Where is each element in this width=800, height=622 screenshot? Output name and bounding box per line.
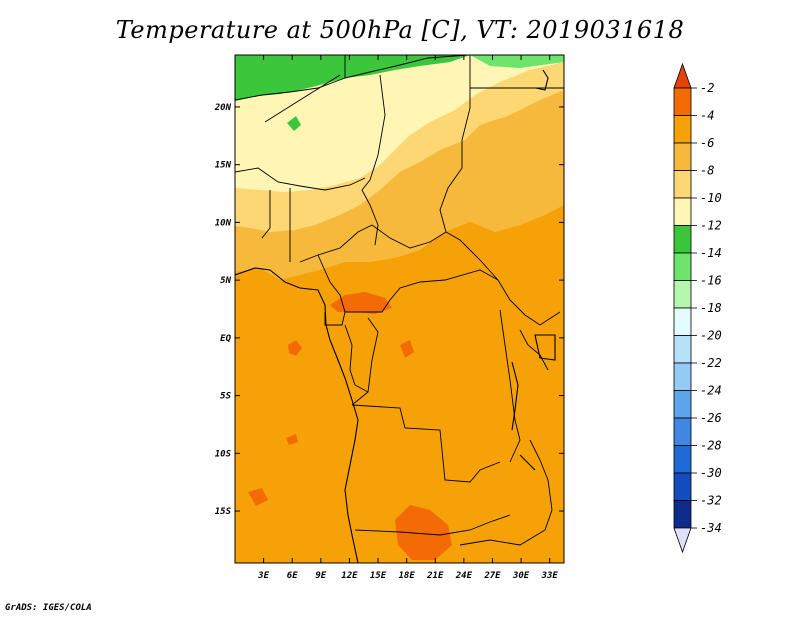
lon-tick-label: 18E bbox=[399, 571, 416, 581]
colorbar-swatch bbox=[673, 252, 692, 281]
colorbar-label: -30 bbox=[700, 466, 722, 480]
colorbar-label: -18 bbox=[700, 301, 722, 315]
longitude-axis: 3E 6E 9E 12E 15E 18E 21E 24E 27E 30E 33E bbox=[257, 55, 558, 581]
field-patch-central bbox=[330, 292, 392, 314]
colorbar-label: -26 bbox=[700, 411, 722, 425]
colorbar-swatch bbox=[673, 142, 692, 171]
border-mali-burkina bbox=[235, 167, 366, 191]
colorbar-label: -22 bbox=[700, 356, 722, 370]
border-angola-drc-zambia bbox=[351, 404, 501, 483]
colorbar-swatch bbox=[673, 472, 692, 501]
lon-tick-label: 15E bbox=[370, 571, 387, 581]
border-cameroon-car-south bbox=[317, 254, 499, 313]
lon-tick-label: 30E bbox=[512, 571, 530, 581]
colorbar-label: -28 bbox=[700, 439, 722, 453]
field-patch-west bbox=[288, 340, 302, 356]
colorbar-label: -8 bbox=[700, 164, 714, 178]
colorbar-swatch bbox=[673, 225, 692, 254]
lon-tick-label: 6E bbox=[287, 571, 298, 581]
field-patch-south bbox=[395, 505, 452, 560]
lon-tick-label: 33E bbox=[541, 571, 559, 581]
lon-tick-label: 27E bbox=[483, 571, 501, 581]
lat-tick-label: 5S bbox=[220, 392, 231, 402]
border-nigeria-cameroon-car bbox=[299, 224, 447, 263]
colorbar-swatch bbox=[673, 417, 692, 446]
colorbar-label: -32 bbox=[700, 494, 722, 508]
field-patch-angola bbox=[286, 434, 298, 445]
colorbar-label: -6 bbox=[700, 136, 714, 150]
colorbar-swatch bbox=[673, 500, 692, 529]
colorbar-label: -2 bbox=[700, 81, 714, 95]
colorbar-label: -14 bbox=[700, 246, 722, 260]
lon-tick-label: 9E bbox=[315, 571, 326, 581]
lat-tick-label: 15N bbox=[215, 161, 232, 171]
colorbar-swatch bbox=[673, 445, 692, 474]
coastline-red-sea bbox=[535, 69, 549, 91]
lake-victoria bbox=[534, 334, 556, 361]
lon-tick-label: 21E bbox=[426, 571, 444, 581]
colorbar-label: -20 bbox=[700, 329, 722, 343]
chart-title: Temperature at 500hPa [C], VT: 201903161… bbox=[115, 16, 685, 44]
border-congo-drc bbox=[351, 317, 379, 406]
colorbar-swatch bbox=[673, 197, 692, 226]
lon-tick-label: 12E bbox=[341, 571, 358, 581]
colorbar-swatch bbox=[673, 115, 692, 144]
border-chad-sudan bbox=[439, 55, 499, 281]
colorbar-swatch bbox=[673, 280, 692, 309]
colorbar: -2 -4 -6 -8 -10 -12 -14 -16 -18 -20 -22 -24 -26 -28 -3… bbox=[673, 62, 722, 554]
border-uganda-kenya bbox=[519, 329, 549, 371]
colorbar-label: -24 bbox=[700, 384, 722, 398]
credit-text: GrADS: IGES/COLA bbox=[5, 603, 92, 613]
field-patch-atlantic bbox=[248, 488, 268, 506]
colorbar-top-cap bbox=[673, 62, 692, 89]
border-namibia-zambia bbox=[354, 514, 511, 536]
coastline-atlantic bbox=[235, 267, 359, 563]
colorbar-swatch bbox=[673, 87, 692, 116]
border-mozambique bbox=[529, 439, 553, 531]
latitude-axis: 20N 15N 10N 5N EQ 5S 10S 15S bbox=[214, 103, 564, 517]
lat-tick-label: 5N bbox=[220, 276, 231, 286]
colorbar-swatch bbox=[673, 390, 692, 419]
border-burkina-ghana bbox=[261, 190, 271, 239]
lake-malawi bbox=[519, 454, 536, 471]
lat-tick-label: 10N bbox=[215, 218, 232, 228]
colorbar-swatch bbox=[673, 335, 692, 364]
temperature-field bbox=[235, 55, 564, 563]
border-drc-east bbox=[499, 309, 521, 463]
colorbar-label: -34 bbox=[700, 521, 722, 535]
coastlines bbox=[235, 69, 556, 563]
lat-tick-label: 20N bbox=[214, 103, 232, 113]
border-botswana-zimbabwe bbox=[459, 529, 546, 546]
colorbar-bottom-cap bbox=[673, 527, 692, 554]
border-mali-niger bbox=[264, 74, 341, 123]
colorbar-label: -16 bbox=[700, 274, 722, 288]
lon-tick-label: 24E bbox=[455, 571, 473, 581]
colorbar-swatch bbox=[673, 307, 692, 336]
border-gabon-congo bbox=[344, 324, 369, 393]
lon-tick-label: 3E bbox=[257, 571, 269, 581]
colorbar-label: -10 bbox=[700, 191, 722, 205]
lat-tick-label: EQ bbox=[220, 334, 231, 344]
border-drc-sudan bbox=[497, 279, 561, 326]
field-spot-green bbox=[287, 116, 301, 131]
colorbar-label: -12 bbox=[700, 219, 722, 233]
field-band-minus14 bbox=[470, 55, 564, 68]
lat-tick-label: 10S bbox=[215, 449, 232, 459]
lake-tanganyika bbox=[511, 361, 519, 431]
border-eq-guinea bbox=[324, 311, 346, 326]
lat-tick-label: 15S bbox=[215, 507, 232, 517]
country-boundaries bbox=[235, 55, 564, 546]
colorbar-swatch bbox=[673, 170, 692, 199]
map-frame bbox=[234, 54, 565, 564]
field-band-minus12 bbox=[235, 55, 470, 101]
colorbar-swatch bbox=[673, 362, 692, 391]
border-niger-chad bbox=[361, 74, 386, 246]
colorbar-label: -4 bbox=[700, 109, 714, 123]
field-patch-congo bbox=[400, 340, 414, 358]
